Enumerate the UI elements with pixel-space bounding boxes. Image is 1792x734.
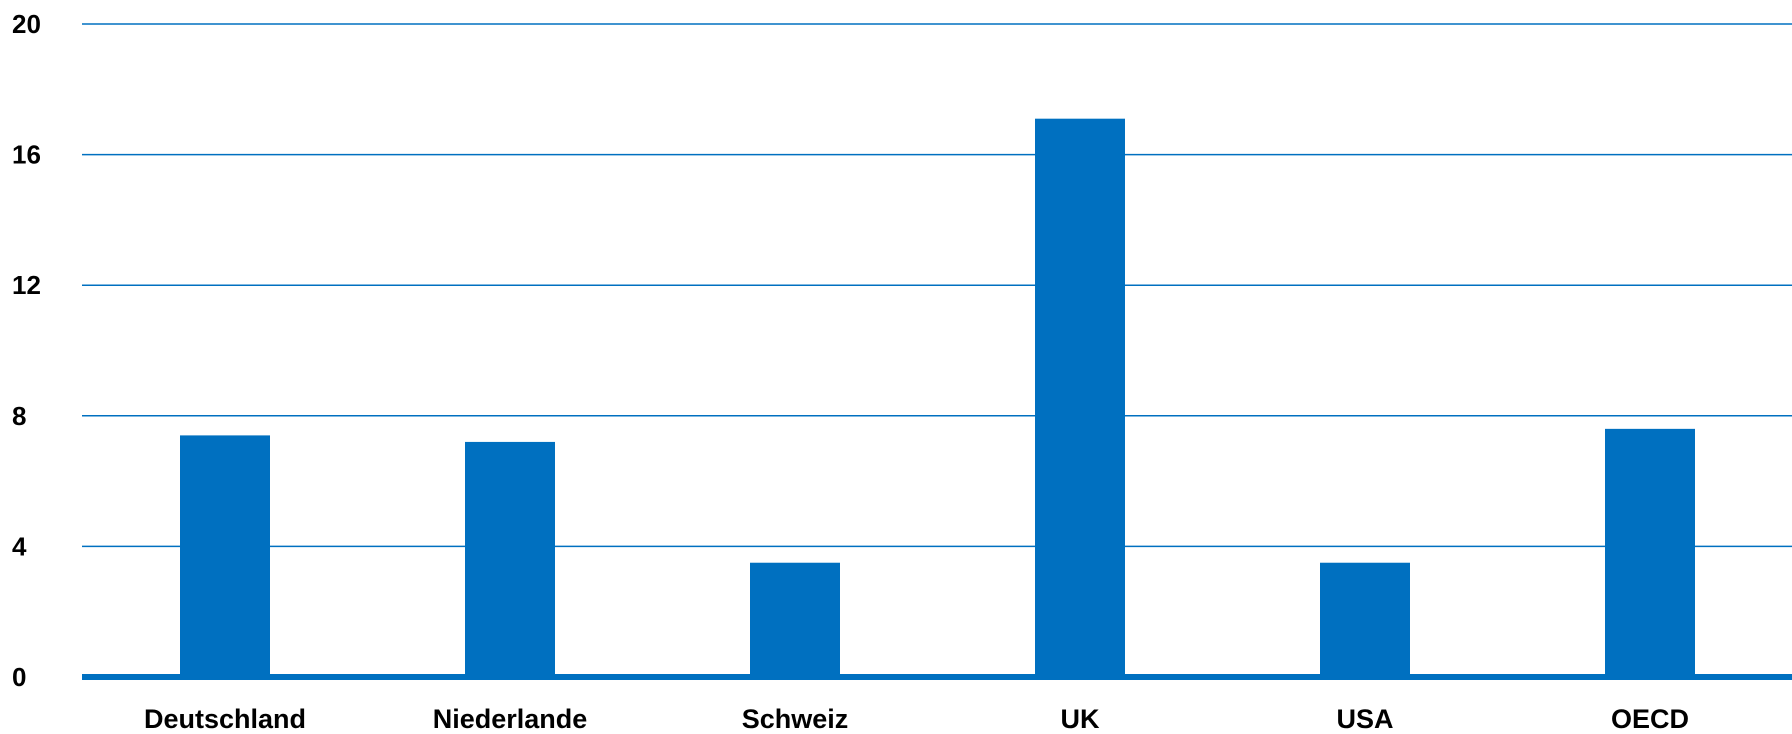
y-tick-label: 0 [12,662,26,692]
x-tick-label: UK [1061,704,1100,734]
x-axis-category-labels: Deutschland Niederlande Schweiz UK USA OECD [144,704,1689,734]
y-tick-label: 4 [12,531,27,561]
gridlines [82,23,1792,548]
bar-uk [1035,118,1125,677]
bars [180,118,1695,677]
bar-schweiz [750,562,840,677]
x-tick-label: Schweiz [742,704,849,734]
x-tick-label: Deutschland [144,704,306,734]
y-axis-tick-labels: 0 4 8 12 16 20 [12,9,41,692]
bar-usa [1320,562,1410,677]
x-tick-label: USA [1336,704,1393,734]
y-tick-label: 20 [12,9,41,39]
bar-niederlande [465,441,555,677]
y-tick-label: 16 [12,140,41,170]
x-tick-label: OECD [1611,704,1689,734]
y-tick-label: 12 [12,270,41,300]
bar-oecd [1605,428,1695,677]
x-tick-label: Niederlande [433,704,588,734]
y-tick-label: 8 [12,401,26,431]
bar-deutschland [180,435,270,677]
